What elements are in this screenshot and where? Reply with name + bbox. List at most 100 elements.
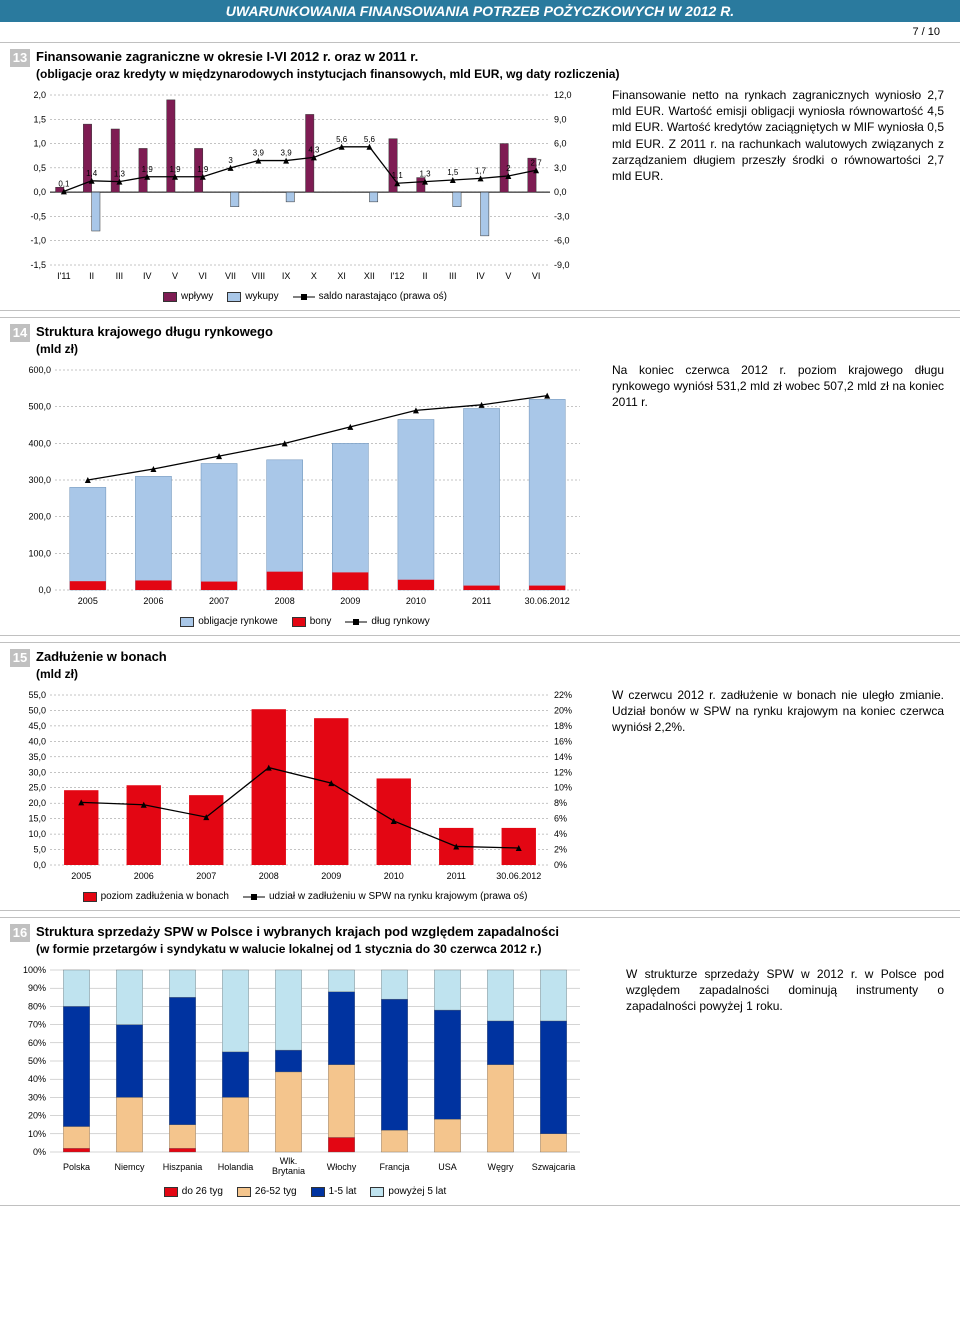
section-15: 15 Zadłużenie w bonach (mld zł) 0,05,010…	[0, 642, 960, 911]
svg-text:Niemcy: Niemcy	[114, 1162, 145, 1172]
svg-text:10%: 10%	[554, 783, 572, 793]
section-16-text: W strukturze sprzedaży SPW w 2012 r. w P…	[600, 962, 950, 1197]
svg-text:0%: 0%	[554, 860, 567, 870]
legend-dlug: dług rynkowy	[371, 616, 429, 627]
section-13-text: Finansowanie netto na rynkach zagraniczn…	[600, 87, 950, 302]
svg-text:0,1: 0,1	[58, 179, 70, 188]
legend-oblig: obligacje rynkowe	[198, 616, 278, 627]
svg-text:20%: 20%	[554, 705, 572, 715]
svg-text:55,0: 55,0	[28, 690, 46, 700]
svg-text:-6,0: -6,0	[554, 236, 570, 246]
svg-text:1,7: 1,7	[475, 166, 487, 175]
chart-13: -1,5-1,0-0,50,00,51,01,52,0-9,0-6,0-3,00…	[10, 87, 600, 302]
svg-text:18%: 18%	[554, 721, 572, 731]
svg-text:1,3: 1,3	[419, 170, 431, 179]
svg-text:400,0: 400,0	[28, 438, 51, 448]
svg-text:IX: IX	[282, 271, 291, 281]
svg-text:XII: XII	[364, 271, 375, 281]
legend-inflow: wpływy	[181, 291, 213, 302]
svg-text:V: V	[505, 271, 511, 281]
svg-text:30%: 30%	[28, 1092, 46, 1102]
svg-text:9,0: 9,0	[554, 114, 567, 124]
svg-text:2007: 2007	[209, 596, 229, 606]
svg-text:3,9: 3,9	[253, 149, 265, 158]
section-14-num: 14	[10, 324, 30, 342]
section-14: 14 Struktura krajowego długu rynkowego (…	[0, 317, 960, 636]
svg-text:1,5: 1,5	[33, 114, 46, 124]
svg-text:30.06.2012: 30.06.2012	[525, 596, 570, 606]
svg-text:2: 2	[506, 164, 511, 173]
svg-text:200,0: 200,0	[28, 512, 51, 522]
svg-text:16%: 16%	[554, 736, 572, 746]
svg-text:1,9: 1,9	[197, 165, 209, 174]
section-13-subtitle: (obligacje oraz kredyty w międzynarodowy…	[36, 67, 950, 81]
legend-pow5: powyżej 5 lat	[388, 1186, 446, 1197]
svg-text:6%: 6%	[554, 814, 567, 824]
svg-text:2005: 2005	[71, 871, 91, 881]
svg-text:-1,0: -1,0	[30, 236, 46, 246]
svg-text:100,0: 100,0	[28, 548, 51, 558]
section-15-title: Zadłużenie w bonach	[36, 649, 167, 667]
svg-text:II: II	[422, 271, 427, 281]
svg-text:500,0: 500,0	[28, 402, 51, 412]
svg-text:40%: 40%	[28, 1074, 46, 1084]
legend-saldo: saldo narastająco (prawa oś)	[319, 291, 447, 302]
svg-text:-3,0: -3,0	[554, 211, 570, 221]
legend-line15: udział w zadłużeniu w SPW na rynku krajo…	[269, 891, 527, 902]
svg-text:12%: 12%	[554, 767, 572, 777]
svg-text:2011: 2011	[447, 871, 466, 881]
chart-15-legend: poziom zadłużenia w bonach udział w zadł…	[10, 891, 600, 902]
svg-text:12,0: 12,0	[554, 90, 572, 100]
svg-text:100%: 100%	[23, 965, 46, 975]
svg-text:-9,0: -9,0	[554, 260, 570, 270]
svg-text:2005: 2005	[78, 596, 98, 606]
svg-text:2,0: 2,0	[33, 90, 46, 100]
svg-text:2006: 2006	[143, 596, 163, 606]
svg-text:45,0: 45,0	[28, 721, 46, 731]
svg-text:5,0: 5,0	[33, 845, 46, 855]
svg-text:50%: 50%	[28, 1056, 46, 1066]
svg-text:III: III	[449, 271, 457, 281]
svg-text:0,0: 0,0	[33, 860, 46, 870]
chart-16: 0%10%20%30%40%50%60%70%80%90%100%PolskaN…	[10, 962, 600, 1197]
legend-bony: bony	[310, 616, 332, 627]
svg-text:40,0: 40,0	[28, 736, 46, 746]
page-number: 7 / 10	[0, 26, 960, 42]
legend-outflow: wykupy	[245, 291, 278, 302]
svg-text:50,0: 50,0	[28, 705, 46, 715]
svg-text:USA: USA	[438, 1162, 457, 1172]
svg-text:20,0: 20,0	[28, 798, 46, 808]
svg-text:VII: VII	[225, 271, 236, 281]
section-16-title: Struktura sprzedaży SPW w Polsce i wybra…	[36, 924, 559, 942]
svg-text:0,0: 0,0	[38, 585, 51, 595]
section-15-unit: (mld zł)	[36, 667, 950, 681]
svg-text:Francja: Francja	[379, 1162, 409, 1172]
chart-16-legend: do 26 tyg 26-52 tyg 1-5 lat powyżej 5 la…	[10, 1186, 600, 1197]
svg-text:Holandia: Holandia	[218, 1162, 254, 1172]
svg-text:90%: 90%	[28, 983, 46, 993]
svg-text:5,6: 5,6	[364, 135, 376, 144]
svg-text:600,0: 600,0	[28, 365, 51, 375]
svg-text:2%: 2%	[554, 845, 567, 855]
svg-text:1,9: 1,9	[169, 165, 181, 174]
chart-14-legend: obligacje rynkowe bony dług rynkowy	[10, 616, 600, 627]
svg-text:80%: 80%	[28, 1001, 46, 1011]
section-14-title: Struktura krajowego długu rynkowego	[36, 324, 273, 342]
section-16-num: 16	[10, 924, 30, 942]
svg-text:Włochy: Włochy	[327, 1162, 357, 1172]
svg-text:0,0: 0,0	[33, 187, 46, 197]
svg-text:Wlk.: Wlk.	[280, 1156, 298, 1166]
svg-text:I'12: I'12	[390, 271, 404, 281]
chart-14: 0,0100,0200,0300,0400,0500,0600,02005200…	[10, 362, 600, 627]
page-header: UWARUNKOWANIA FINANSOWANIA POTRZEB POŻYC…	[0, 0, 960, 22]
svg-text:X: X	[311, 271, 317, 281]
svg-text:VI: VI	[199, 271, 208, 281]
svg-text:Węgry: Węgry	[487, 1162, 514, 1172]
section-16: 16 Struktura sprzedaży SPW w Polsce i wy…	[0, 917, 960, 1206]
svg-text:6,0: 6,0	[554, 139, 567, 149]
legend-2652: 26-52 tyg	[255, 1186, 297, 1197]
chart-13-legend: wpływy wykupy saldo narastająco (prawa o…	[10, 291, 600, 302]
svg-text:30.06.2012: 30.06.2012	[496, 871, 541, 881]
section-16-subtitle: (w formie przetargów i syndykatu w waluc…	[36, 942, 950, 956]
svg-text:XI: XI	[337, 271, 346, 281]
